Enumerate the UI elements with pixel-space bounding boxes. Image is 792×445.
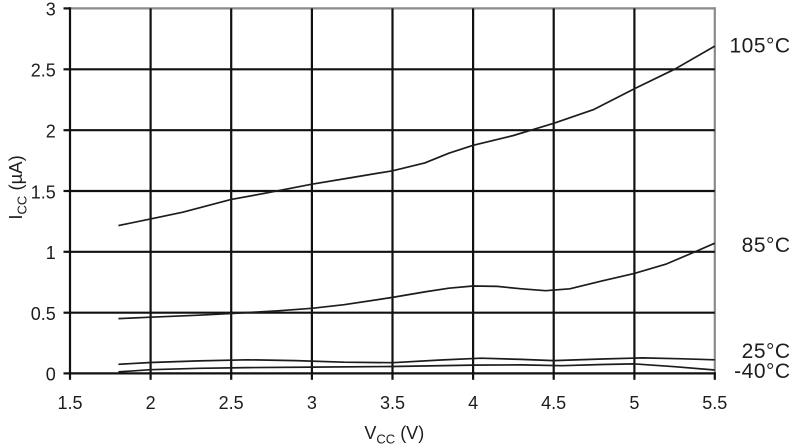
svg-text:ICC (µA): ICC (µA)	[5, 155, 30, 219]
svg-text:0: 0	[46, 365, 56, 385]
svg-text:2.5: 2.5	[219, 393, 244, 413]
svg-text:25°C: 25°C	[742, 340, 791, 363]
svg-text:3: 3	[46, 0, 56, 20]
svg-text:-40°C: -40°C	[734, 360, 790, 383]
svg-text:3: 3	[307, 393, 317, 413]
svg-text:1.5: 1.5	[31, 182, 56, 202]
svg-text:105°C: 105°C	[729, 35, 790, 58]
svg-text:VCC (V): VCC (V)	[364, 423, 424, 445]
svg-text:2: 2	[146, 393, 156, 413]
svg-text:2: 2	[46, 122, 56, 142]
svg-text:4.5: 4.5	[541, 393, 566, 413]
svg-text:4: 4	[468, 393, 478, 413]
svg-text:85°C: 85°C	[742, 234, 791, 257]
svg-text:5.5: 5.5	[702, 393, 727, 413]
svg-text:0.5: 0.5	[31, 304, 56, 324]
svg-text:5: 5	[629, 393, 639, 413]
svg-text:1.5: 1.5	[57, 393, 82, 413]
svg-text:3.5: 3.5	[380, 393, 405, 413]
svg-text:2.5: 2.5	[31, 61, 56, 81]
svg-text:1: 1	[46, 243, 56, 263]
